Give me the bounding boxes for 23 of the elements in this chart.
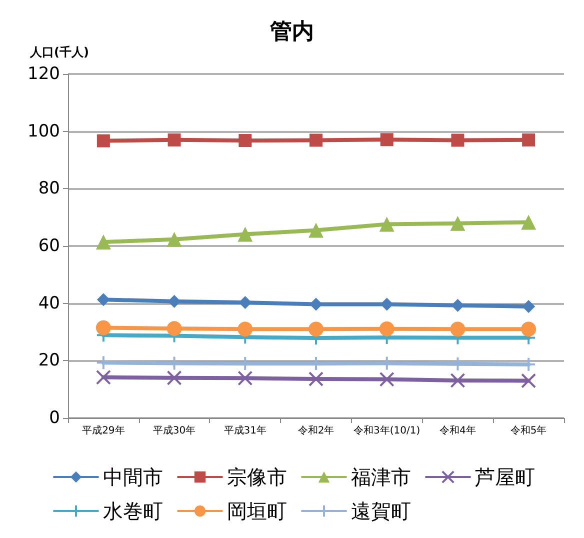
x-tick-label: 令和3年(10/1): [354, 424, 420, 436]
y-axis-title: 人口(千人): [29, 45, 89, 59]
y-tick-label: 80: [38, 178, 60, 199]
x-tick-label: 平成29年: [82, 424, 125, 436]
x-tick-label: 令和2年: [298, 424, 334, 436]
legend-label: 芦屋町: [475, 465, 535, 489]
y-tick-label: 40: [38, 293, 60, 314]
y-tick-label: 0: [49, 408, 60, 428]
legend-label: 福津市: [351, 465, 411, 489]
y-tick-label: 20: [38, 350, 60, 371]
legend-label: 水巻町: [103, 499, 163, 523]
y-tick-label: 120: [28, 64, 60, 84]
legend-label: 中間市: [103, 465, 163, 489]
x-tick-label: 令和5年: [510, 424, 547, 436]
x-tick-label: 平成31年: [224, 424, 267, 436]
chart-title: 管内: [269, 20, 314, 44]
y-tick-label: 60: [38, 236, 60, 256]
legend-label: 宗像市: [227, 465, 287, 489]
legend-label: 岡垣町: [227, 499, 287, 523]
x-tick-label: 令和4年: [440, 424, 476, 436]
legend-label: 遠賀町: [351, 499, 411, 523]
x-tick-label: 平成30年: [152, 424, 196, 436]
y-tick-label: 100: [28, 121, 60, 142]
